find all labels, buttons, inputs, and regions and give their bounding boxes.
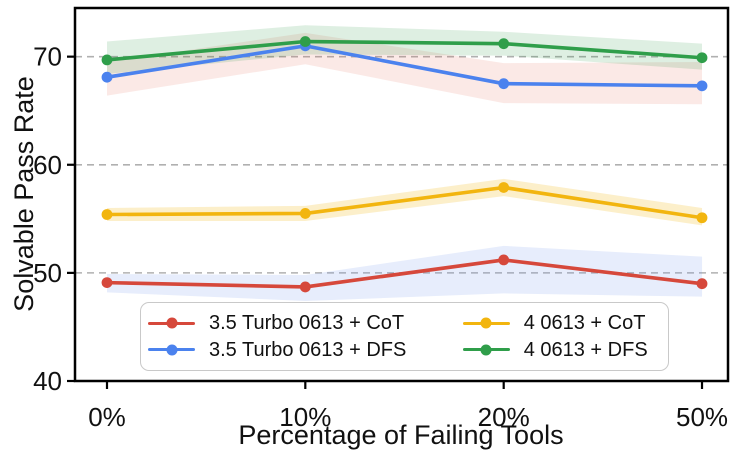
x-tick-label: 20% <box>478 402 530 432</box>
data-point <box>696 278 708 290</box>
confidence-band <box>106 25 703 74</box>
legend: 3.5 Turbo 0613 + CoT 4 0613 + CoT 3.5 Turb… <box>140 302 669 371</box>
data-point <box>498 182 510 193</box>
data-point <box>101 209 113 220</box>
y-tick-label: 40 <box>33 366 62 396</box>
legend-line-marker <box>148 344 195 356</box>
legend-dot-icon <box>166 344 177 356</box>
data-point <box>498 254 510 266</box>
legend-label: 4 0613 + CoT <box>523 312 646 335</box>
data-point <box>299 281 311 293</box>
data-point <box>101 71 113 83</box>
confidence-bands <box>106 25 703 301</box>
plot-border <box>73 6 730 383</box>
data-point <box>696 212 708 224</box>
data-point <box>696 80 708 92</box>
series-line <box>105 185 704 220</box>
axes <box>67 6 730 389</box>
y-axis-label: Solvable Pass Rate <box>9 76 39 312</box>
series-line <box>105 258 704 289</box>
legend-item: 3.5 Turbo 0613 + CoT <box>148 313 413 333</box>
series-line <box>105 44 704 88</box>
legend-item: 3.5 Turbo 0613 + DFS <box>148 340 413 360</box>
legend-label: 3.5 Turbo 0613 + DFS <box>209 338 407 361</box>
series-lines <box>101 36 708 293</box>
y-tick-label: 50 <box>33 258 62 288</box>
legend-dot-icon <box>166 317 177 329</box>
legend-dot-icon <box>480 344 492 356</box>
legend-line-marker <box>462 344 510 356</box>
series-line <box>105 39 704 62</box>
x-axis-label: Percentage of Failing Tools <box>238 420 563 450</box>
data-point <box>299 36 311 47</box>
legend-label: 4 0613 + DFS <box>523 338 648 361</box>
legend-item: 4 0613 + DFS <box>462 338 654 361</box>
legend-item: 4 0613 + CoT <box>462 312 654 335</box>
legend-line-marker <box>462 317 510 329</box>
y-tick-label: 70 <box>33 42 62 72</box>
data-point <box>498 78 510 90</box>
legend-line-marker <box>148 317 195 329</box>
legend-dot-icon <box>480 317 492 329</box>
data-point <box>101 277 113 289</box>
x-tick-label: 10% <box>279 402 331 432</box>
data-point <box>498 38 510 50</box>
data-point <box>696 52 708 64</box>
confidence-band <box>106 32 703 105</box>
x-tick-label: 0% <box>88 402 126 432</box>
data-point <box>299 208 311 219</box>
tick-labels: 0% 10% 20% 50% 40 50 60 70 <box>33 42 728 433</box>
y-tick-label: 60 <box>33 150 62 180</box>
legend-label: 3.5 Turbo 0613 + CoT <box>209 312 405 335</box>
data-point <box>101 54 113 66</box>
x-tick-label: 50% <box>676 402 728 432</box>
